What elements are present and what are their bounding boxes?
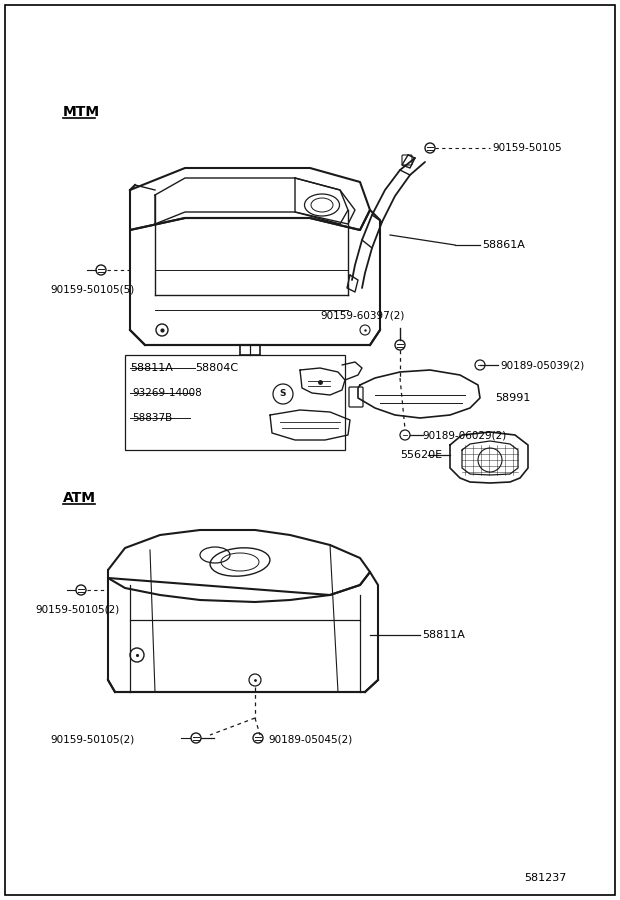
Text: 90159-50105(2): 90159-50105(2) bbox=[35, 605, 119, 615]
Text: MTM: MTM bbox=[63, 105, 100, 119]
Text: 90159-50105(2): 90159-50105(2) bbox=[50, 735, 135, 745]
Text: 55620E: 55620E bbox=[400, 450, 442, 460]
Bar bbox=[125, 355, 345, 450]
Text: 58861A: 58861A bbox=[482, 240, 525, 250]
Text: 90189-05039(2): 90189-05039(2) bbox=[500, 360, 584, 370]
Text: 90189-06029(2): 90189-06029(2) bbox=[422, 430, 507, 440]
Text: 90159-50105(5): 90159-50105(5) bbox=[50, 285, 135, 295]
Text: S: S bbox=[280, 390, 286, 399]
Text: 58804C: 58804C bbox=[195, 363, 238, 373]
Text: 58811A: 58811A bbox=[130, 363, 173, 373]
Text: 90159-50105: 90159-50105 bbox=[492, 143, 562, 153]
Text: ATM: ATM bbox=[63, 491, 96, 505]
Text: 58811A: 58811A bbox=[422, 630, 465, 640]
Text: 90189-05045(2): 90189-05045(2) bbox=[268, 735, 352, 745]
Text: 90159-60397(2): 90159-60397(2) bbox=[320, 311, 404, 321]
Text: 58991: 58991 bbox=[495, 393, 530, 403]
Text: 58837B: 58837B bbox=[132, 413, 172, 423]
Text: 581237: 581237 bbox=[524, 873, 566, 883]
Text: 93269-14008: 93269-14008 bbox=[132, 388, 202, 398]
